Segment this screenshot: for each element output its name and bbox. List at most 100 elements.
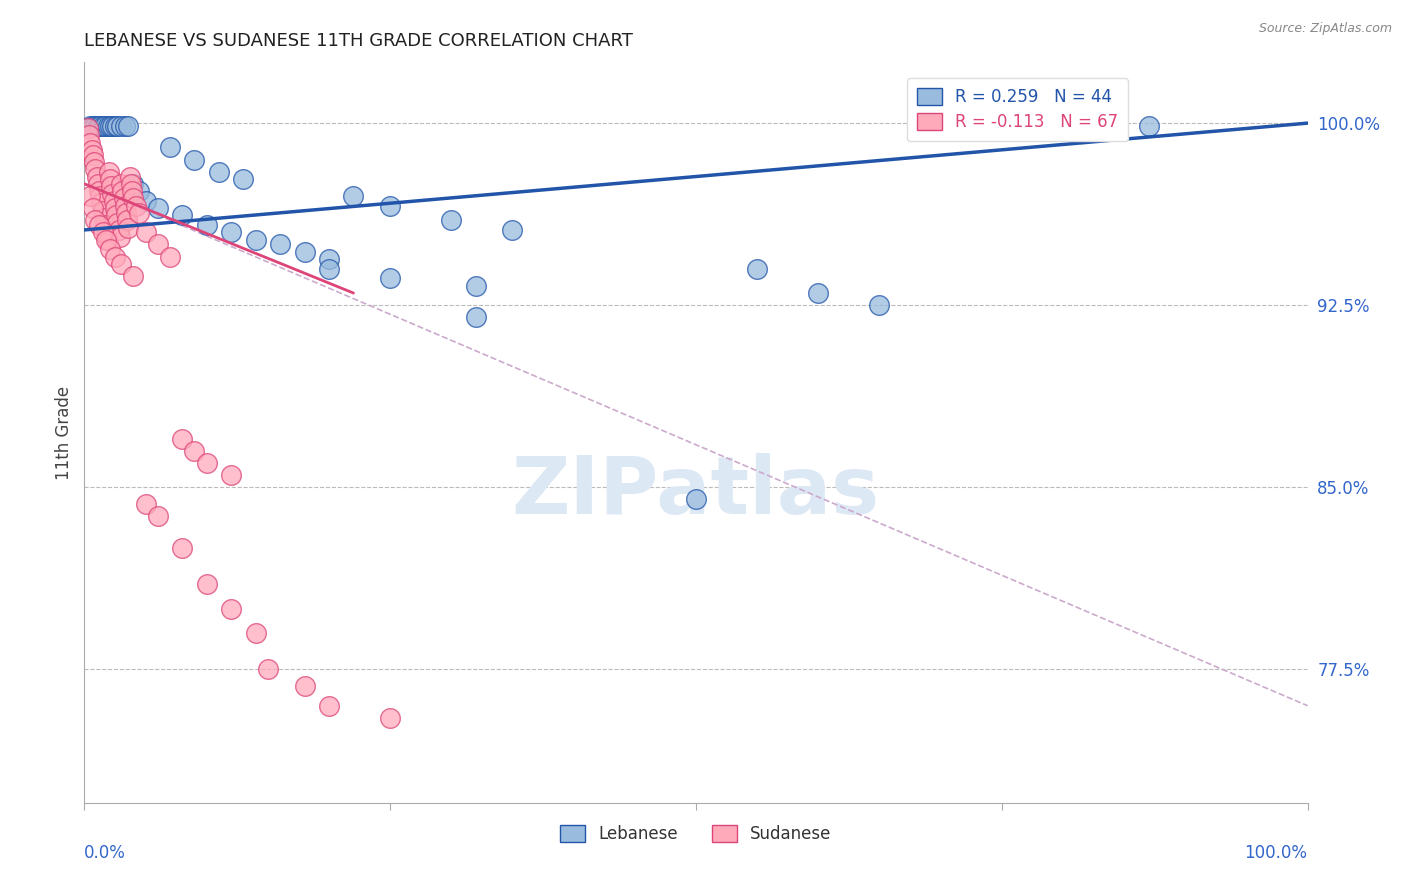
Y-axis label: 11th Grade: 11th Grade <box>55 385 73 480</box>
Point <box>195 218 218 232</box>
Point <box>117 220 139 235</box>
Point <box>195 456 218 470</box>
Point <box>135 225 157 239</box>
Point <box>115 206 138 220</box>
Point <box>318 698 340 713</box>
Point <box>128 206 150 220</box>
Point <box>114 119 136 133</box>
Point <box>245 626 267 640</box>
Point <box>146 201 169 215</box>
Point <box>318 261 340 276</box>
Point <box>115 213 138 227</box>
Point <box>97 119 120 133</box>
Point <box>84 162 107 177</box>
Point <box>96 233 118 247</box>
Point <box>219 601 242 615</box>
Point <box>208 164 231 178</box>
Point <box>98 119 121 133</box>
Point <box>79 189 101 203</box>
Text: 0.0%: 0.0% <box>84 844 127 862</box>
Point <box>91 119 114 133</box>
Point <box>89 189 111 203</box>
Point <box>111 184 134 198</box>
Point <box>84 213 107 227</box>
Point <box>86 169 108 184</box>
Text: LEBANESE VS SUDANESE 11TH GRADE CORRELATION CHART: LEBANESE VS SUDANESE 11TH GRADE CORRELAT… <box>84 32 633 50</box>
Point <box>117 119 139 133</box>
Point <box>90 196 112 211</box>
Point <box>100 179 122 194</box>
Point <box>135 194 157 208</box>
Point <box>82 201 104 215</box>
Point <box>380 711 402 725</box>
Point <box>183 153 205 167</box>
Point <box>87 177 110 191</box>
Point <box>105 208 128 222</box>
Point <box>183 443 205 458</box>
Point <box>105 216 128 230</box>
Point <box>159 250 181 264</box>
Point <box>502 223 524 237</box>
Point <box>93 211 115 225</box>
Point <box>294 679 316 693</box>
Point <box>84 119 107 133</box>
Point <box>94 119 117 133</box>
Point <box>97 233 120 247</box>
Point <box>122 177 145 191</box>
Point <box>110 177 132 191</box>
Point <box>120 177 142 191</box>
Point <box>98 243 121 257</box>
Point <box>91 203 114 218</box>
Text: 100.0%: 100.0% <box>1244 844 1308 862</box>
Point <box>464 310 486 325</box>
Point <box>195 577 218 591</box>
Point <box>122 268 145 283</box>
Point <box>87 218 110 232</box>
Point <box>380 199 402 213</box>
Text: Source: ZipAtlas.com: Source: ZipAtlas.com <box>1258 22 1392 36</box>
Point <box>82 147 104 161</box>
Point <box>464 278 486 293</box>
Point <box>77 128 100 143</box>
Point <box>105 119 128 133</box>
Point <box>80 143 103 157</box>
Point <box>807 286 830 301</box>
Point <box>96 225 118 239</box>
Point <box>294 244 316 259</box>
Point <box>112 191 135 205</box>
Point <box>125 199 148 213</box>
Point <box>110 119 132 133</box>
Point <box>172 208 194 222</box>
Point <box>232 172 254 186</box>
Point <box>79 119 101 133</box>
Point <box>172 541 194 555</box>
Point <box>380 271 402 285</box>
Point <box>103 194 125 208</box>
Point <box>104 119 127 133</box>
Point <box>104 250 127 264</box>
Point <box>101 186 124 201</box>
Point <box>101 119 124 133</box>
Point <box>269 237 291 252</box>
Point <box>219 225 242 239</box>
Point <box>747 261 769 276</box>
Point <box>146 237 169 252</box>
Point <box>122 191 145 205</box>
Point <box>104 201 127 215</box>
Point <box>83 155 105 169</box>
Point <box>128 184 150 198</box>
Text: ZIPatlas: ZIPatlas <box>512 453 880 531</box>
Point <box>98 172 121 186</box>
Point <box>135 497 157 511</box>
Point <box>172 432 194 446</box>
Point <box>77 120 100 135</box>
Point <box>108 230 131 244</box>
Point <box>87 119 110 133</box>
Point <box>118 169 141 184</box>
Point <box>245 233 267 247</box>
Point <box>89 119 111 133</box>
Point <box>685 492 707 507</box>
Point <box>440 213 463 227</box>
Point <box>91 225 114 239</box>
Point <box>342 189 364 203</box>
